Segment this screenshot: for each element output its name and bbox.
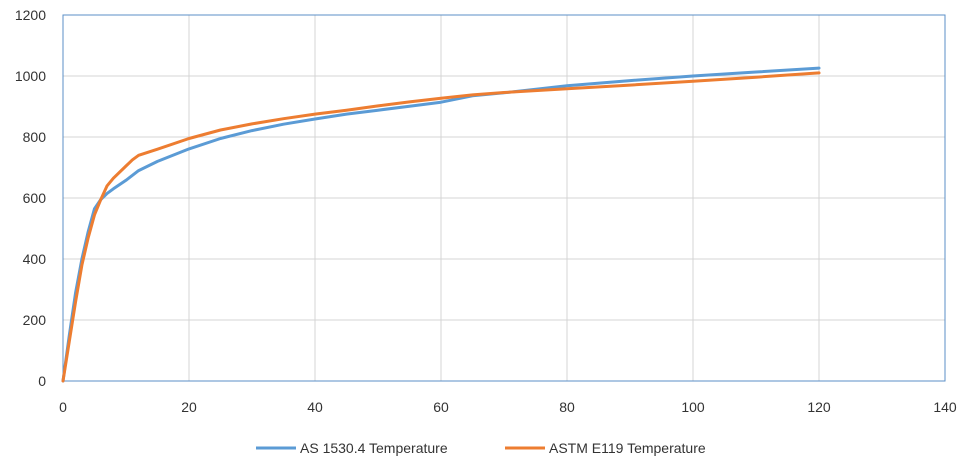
grid [63, 15, 945, 381]
y-axis-tick-labels: 0 200 400 600 800 1000 1200 [15, 7, 46, 389]
y-tick-label: 400 [23, 251, 47, 267]
y-tick-label: 0 [38, 373, 46, 389]
y-tick-label: 200 [23, 312, 47, 328]
legend-label-astm: ASTM E119 Temperature [549, 440, 706, 456]
y-tick-label: 600 [23, 190, 47, 206]
y-tick-label: 1200 [15, 7, 46, 23]
x-tick-label: 80 [559, 399, 575, 415]
y-tick-label: 1000 [15, 68, 46, 84]
x-tick-label: 140 [933, 399, 957, 415]
x-tick-label: 100 [681, 399, 705, 415]
x-tick-label: 120 [807, 399, 831, 415]
x-axis-tick-labels: 0 20 40 60 80 100 120 140 [59, 399, 957, 415]
y-tick-label: 800 [23, 129, 47, 145]
x-tick-label: 0 [59, 399, 67, 415]
legend-label-as1530: AS 1530.4 Temperature [300, 440, 448, 456]
legend: AS 1530.4 Temperature ASTM E119 Temperat… [256, 440, 706, 456]
series-layer [61, 66, 821, 383]
x-tick-label: 20 [181, 399, 197, 415]
x-tick-label: 40 [307, 399, 323, 415]
series-line-1 [61, 71, 821, 383]
plot-area-frame [62, 14, 946, 382]
x-tick-label: 60 [433, 399, 449, 415]
